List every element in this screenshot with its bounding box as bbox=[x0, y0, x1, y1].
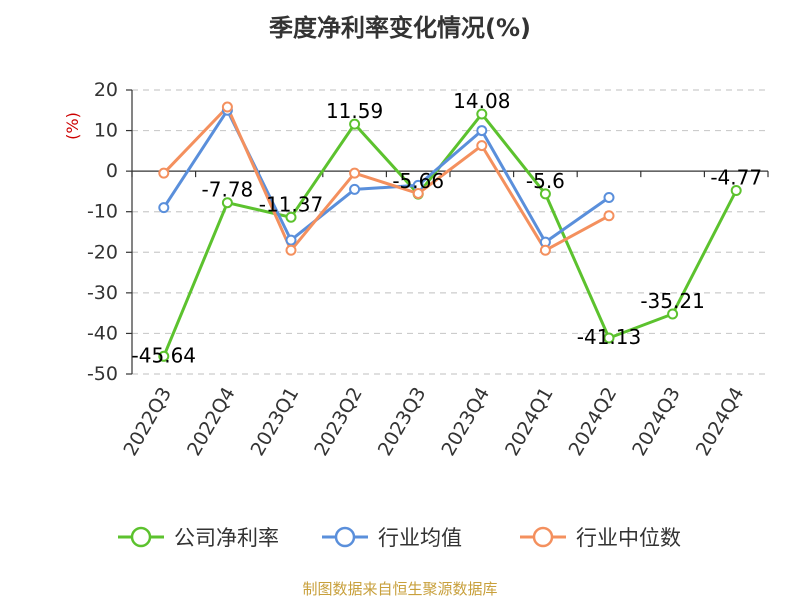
x-tick-label: 2022Q4 bbox=[183, 384, 240, 460]
y-tick-label: 20 bbox=[94, 79, 118, 101]
x-tick-label: 2024Q2 bbox=[565, 384, 622, 460]
series-line bbox=[162, 105, 610, 252]
source-note: 制图数据来自恒生聚源数据库 bbox=[302, 580, 498, 598]
legend-item[interactable]: 行业中位数 bbox=[520, 526, 681, 550]
y-tick-label: -50 bbox=[87, 363, 118, 385]
data-label: -7.78 bbox=[202, 178, 254, 202]
legend-marker bbox=[334, 526, 356, 548]
data-point bbox=[285, 211, 297, 223]
data-point bbox=[539, 188, 551, 200]
data-point bbox=[221, 197, 233, 209]
data-point bbox=[476, 140, 488, 152]
data-label: -5.6 bbox=[526, 169, 565, 193]
data-point bbox=[412, 187, 424, 199]
legend-label: 行业均值 bbox=[378, 526, 462, 550]
y-unit-label: (%) bbox=[63, 112, 82, 140]
x-tick-label: 2024Q1 bbox=[501, 384, 558, 460]
legend-item[interactable]: 公司净利率 bbox=[118, 526, 279, 550]
chart-title: 季度净利率变化情况(%) bbox=[269, 14, 531, 42]
x-tick-label: 2024Q3 bbox=[628, 384, 685, 460]
data-label: -11.37 bbox=[259, 192, 323, 216]
legend-marker bbox=[130, 526, 152, 548]
data-point bbox=[603, 332, 615, 344]
x-tick-label: 2023Q2 bbox=[310, 384, 367, 460]
x-tick-label: 2023Q4 bbox=[437, 384, 494, 460]
data-point bbox=[730, 184, 742, 196]
x-tick-label: 2023Q1 bbox=[247, 384, 304, 460]
data-point bbox=[158, 350, 170, 362]
data-label: -4.77 bbox=[710, 165, 762, 189]
data-point bbox=[158, 167, 170, 179]
data-label: -41.13 bbox=[577, 325, 641, 349]
data-point bbox=[539, 244, 551, 256]
data-point bbox=[603, 192, 615, 204]
y-tick-label: 10 bbox=[94, 120, 118, 142]
data-point bbox=[221, 101, 233, 113]
legend-label: 行业中位数 bbox=[576, 526, 681, 550]
data-point bbox=[476, 125, 488, 137]
data-label: 14.08 bbox=[453, 89, 510, 113]
data-point bbox=[476, 108, 488, 120]
x-tick-label: 2024Q4 bbox=[692, 384, 749, 460]
data-label: 11.59 bbox=[326, 99, 383, 123]
data-point bbox=[158, 202, 170, 214]
y-tick-label: -20 bbox=[87, 241, 118, 263]
data-point bbox=[603, 210, 615, 222]
data-point bbox=[349, 183, 361, 195]
data-point bbox=[349, 118, 361, 130]
data-label: -35.21 bbox=[640, 289, 704, 313]
x-tick-label: 2023Q3 bbox=[374, 384, 431, 460]
legend-item[interactable]: 行业均值 bbox=[322, 526, 462, 550]
data-point bbox=[667, 308, 679, 320]
legend-label: 公司净利率 bbox=[174, 526, 279, 550]
data-label: -5.66 bbox=[392, 169, 444, 193]
data-point bbox=[349, 167, 361, 179]
y-tick-label: 0 bbox=[106, 160, 118, 182]
series-line bbox=[162, 112, 738, 357]
data-point bbox=[285, 244, 297, 256]
x-tick-label: 2022Q3 bbox=[119, 384, 176, 460]
y-tick-label: -30 bbox=[87, 282, 118, 304]
data-label: -45.64 bbox=[132, 343, 196, 367]
data-point bbox=[285, 234, 297, 246]
y-tick-label: -40 bbox=[87, 322, 118, 344]
legend-marker bbox=[532, 526, 554, 548]
y-tick-label: -10 bbox=[87, 201, 118, 223]
